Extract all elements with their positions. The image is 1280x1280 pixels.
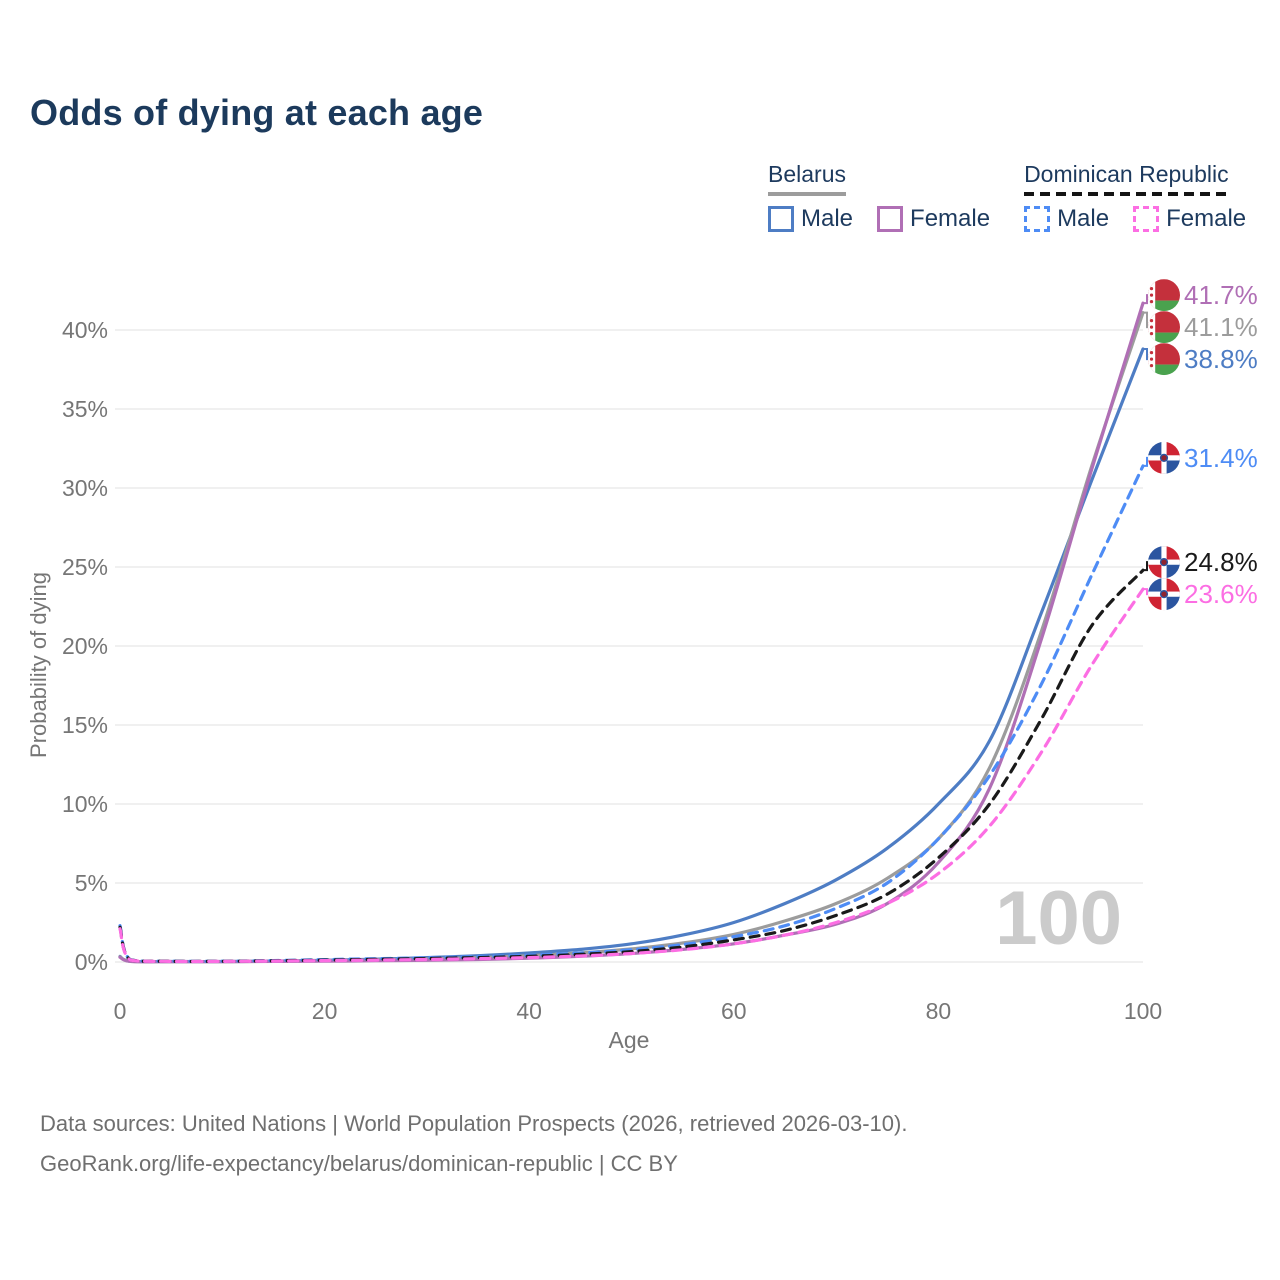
end-label-value: 38.8% (1184, 344, 1258, 374)
legend-country-label-dominican-republic: Dominican Republic (1024, 161, 1229, 187)
legend: Belarus Male Female Dominican Republic (768, 161, 1246, 233)
end-label-value: 41.7% (1184, 280, 1258, 310)
end-label-belarus-male: 38.8% (1143, 343, 1258, 376)
chart-line-belarus-both-sexes[interactable] (118, 311, 1145, 964)
chart-line-belarus-male[interactable] (118, 347, 1145, 964)
dominican-republic-flag-icon (1148, 441, 1180, 474)
end-label-value: 41.1% (1184, 312, 1258, 342)
end-label-belarus-both-sexes: 41.1% (1143, 311, 1258, 344)
y-tick-label-20: 20% (62, 633, 108, 659)
y-axis-title: Probability of dying (26, 572, 51, 758)
legend-item-label-belarus-male: Male (801, 205, 854, 232)
end-label-value: 31.4% (1184, 443, 1258, 473)
end-label-dominican-republic-male: 31.4% (1143, 441, 1258, 474)
x-tick-label-60: 60 (721, 998, 747, 1024)
legend-country-label-belarus: Belarus (768, 161, 846, 187)
legend-item-belarus-male[interactable]: Male (768, 205, 853, 233)
y-tick-label-40: 40% (62, 317, 108, 343)
belarus-flag-icon (1148, 311, 1180, 344)
x-tick-label-40: 40 (516, 998, 542, 1024)
legend-swatch-dominican-male-icon (1024, 206, 1051, 232)
y-tick-label-5: 5% (75, 870, 108, 896)
footer-attribution-url: GeoRank.org/life-expectancy/belarus/domi… (40, 1151, 678, 1176)
age-watermark: 100 (995, 876, 1122, 961)
chart-line-belarus-female[interactable] (118, 301, 1145, 964)
legend-swatch-belarus-male-icon (768, 206, 794, 232)
end-label-dominican-republic-female: 23.6% (1143, 578, 1258, 611)
end-label-belarus-female: 41.7% (1143, 279, 1258, 312)
y-tick-label-35: 35% (62, 396, 108, 422)
x-tick-label-20: 20 (312, 998, 338, 1024)
y-tick-label-30: 30% (62, 475, 108, 501)
end-label-dominican-republic-both-sexes: 24.8% (1143, 546, 1258, 579)
x-axis-title: Age (609, 1027, 650, 1053)
chart-title: Odds of dying at each age (30, 92, 484, 133)
legend-header-dominican-republic[interactable]: Dominican Republic (1024, 161, 1229, 196)
end-label-value: 24.8% (1184, 547, 1258, 577)
x-tick-label-80: 80 (926, 998, 952, 1024)
x-tick-label-100: 100 (1124, 998, 1162, 1024)
dominican-republic-flag-icon (1148, 578, 1180, 611)
legend-item-dominican-male[interactable]: Male (1024, 205, 1109, 233)
legend-item-belarus-female[interactable]: Female (877, 205, 990, 233)
legend-swatch-belarus-female-icon (877, 206, 904, 232)
y-tick-label-15: 15% (62, 712, 108, 738)
legend-underline-belarus (768, 192, 846, 196)
legend-item-label-dominican-male: Male (1057, 205, 1110, 232)
chart-line-dominican-republic-female[interactable] (118, 587, 1145, 964)
x-tick-label-0: 0 (114, 998, 127, 1024)
dominican-republic-flag-icon (1148, 546, 1180, 579)
y-tick-label-0: 0% (75, 949, 108, 975)
legend-group-dominican-republic: Dominican Republic Male Female (1024, 161, 1246, 233)
legend-swatch-dominican-female-icon (1133, 206, 1160, 232)
y-tick-label-25: 25% (62, 554, 108, 580)
legend-item-label-dominican-female: Female (1166, 205, 1247, 232)
chart-line-dominican-republic-male[interactable] (118, 464, 1145, 963)
legend-header-belarus[interactable]: Belarus (768, 161, 846, 196)
legend-item-dominican-female[interactable]: Female (1133, 205, 1246, 233)
legend-group-belarus: Belarus Male Female (768, 161, 990, 233)
belarus-flag-icon (1148, 343, 1180, 376)
y-tick-label-10: 10% (62, 791, 108, 817)
belarus-flag-icon (1148, 279, 1180, 312)
legend-underline-dominican-republic (1024, 192, 1229, 196)
footer-data-sources: Data sources: United Nations | World Pop… (40, 1111, 908, 1136)
footer: Data sources: United Nations | World Pop… (40, 1104, 907, 1184)
legend-item-label-belarus-female: Female (910, 205, 991, 232)
end-label-value: 23.6% (1184, 579, 1258, 609)
